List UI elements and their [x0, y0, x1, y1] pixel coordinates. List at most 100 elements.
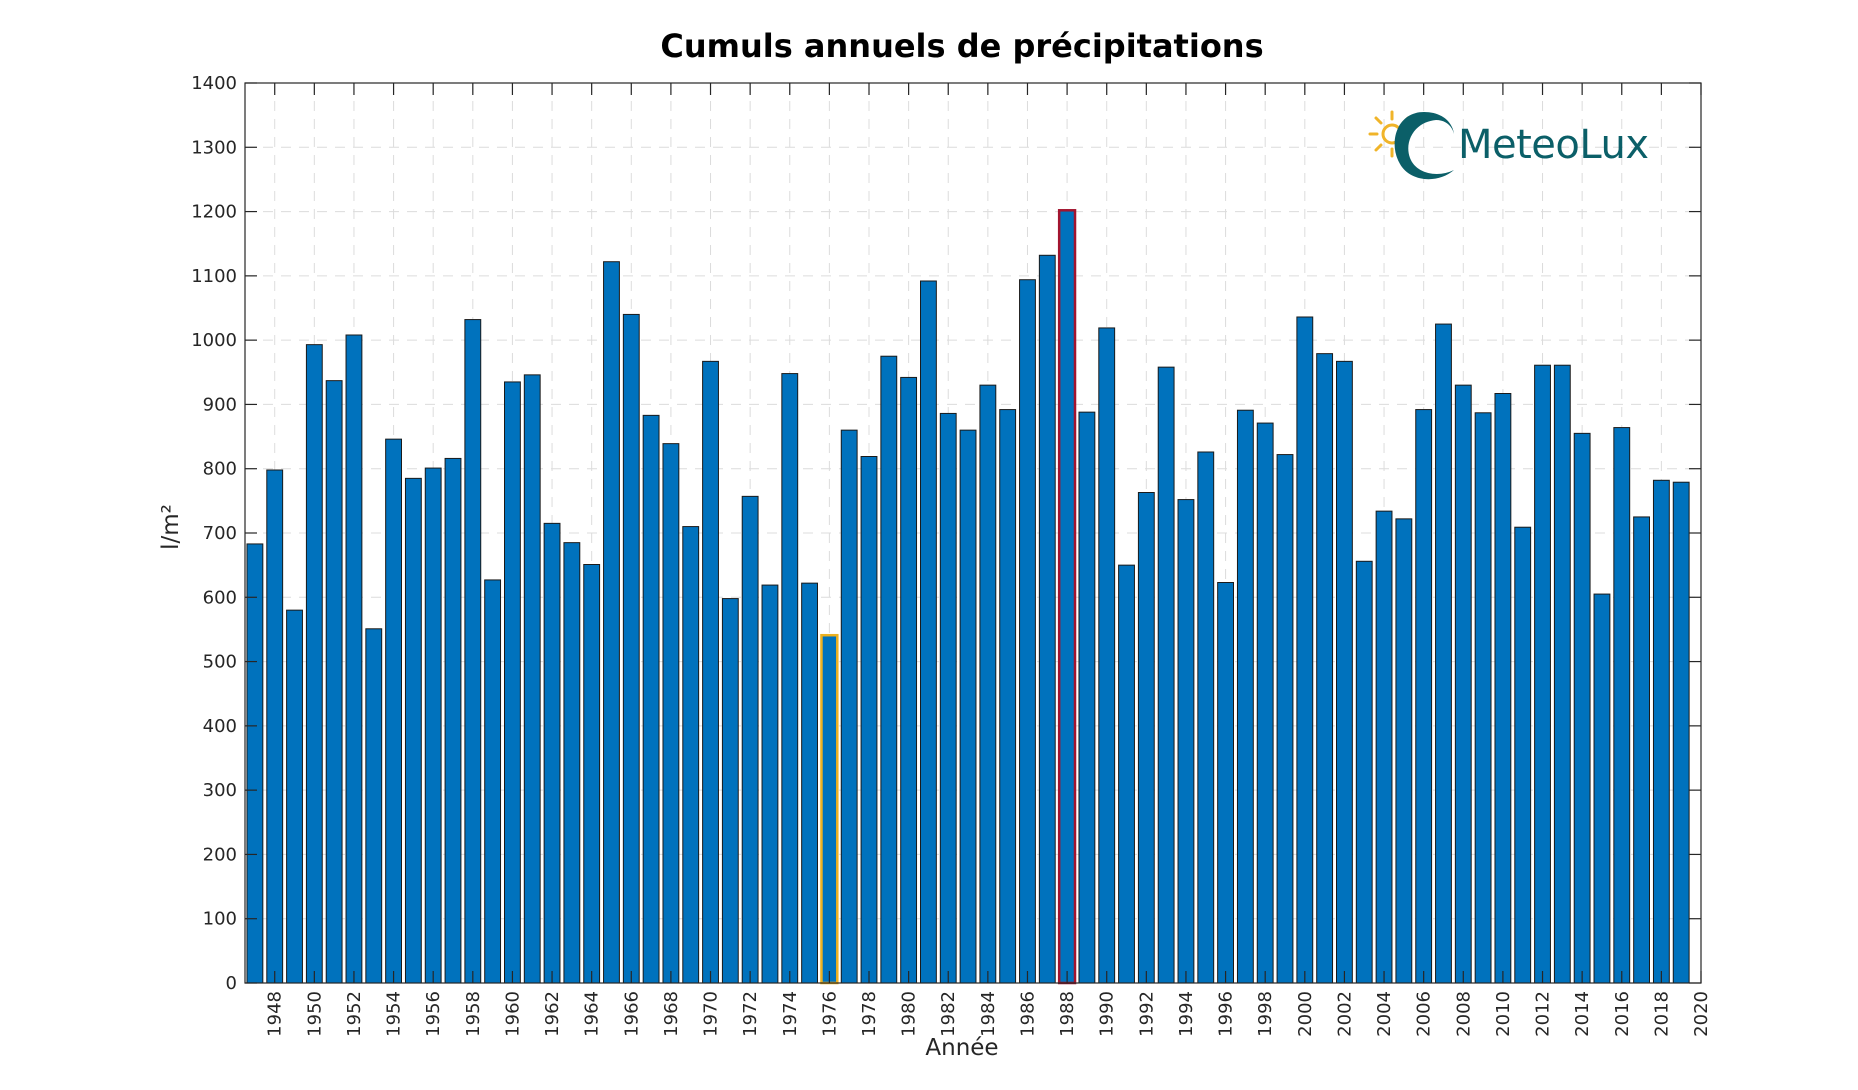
- bar-2004: [1375, 510, 1393, 984]
- chart-title: Cumuls annuels de précipitations: [660, 27, 1263, 65]
- bar-1967: [642, 414, 660, 984]
- x-axis-label: Année: [925, 1035, 998, 1061]
- logo-text: MeteoLux: [1458, 122, 1649, 168]
- x-tick-label: 1980: [899, 991, 920, 1037]
- bar-1980: [900, 376, 918, 984]
- sun-swirl-icon: [1368, 110, 1454, 180]
- bar-2015: [1593, 593, 1611, 984]
- bar-1968: [662, 443, 680, 984]
- y-tick-label: 300: [203, 780, 237, 801]
- x-tick-label: 2020: [1691, 991, 1712, 1037]
- bar-2003: [1355, 560, 1373, 984]
- x-tick-label: 1968: [661, 991, 682, 1037]
- x-tick-label: 2004: [1374, 991, 1395, 1037]
- y-tick-label: 200: [203, 844, 237, 865]
- bar-1986: [1019, 279, 1036, 984]
- y-tick-labels: 0 100 200 300 400 500 600 700 800 900 1000 1100 1200…: [191, 73, 237, 994]
- x-tick-label: 1970: [701, 991, 722, 1037]
- bar-1998: [1256, 422, 1274, 984]
- bar-1956: [424, 467, 442, 984]
- x-tick-label: 1952: [344, 991, 365, 1037]
- y-tick-label: 400: [203, 716, 237, 737]
- bar-1976: [820, 633, 839, 985]
- bar-1973: [761, 584, 779, 984]
- y-tick-label: 0: [226, 973, 237, 994]
- bar-1985: [999, 409, 1017, 984]
- bar-1971: [721, 598, 739, 984]
- x-tick-label: 1962: [542, 991, 563, 1037]
- x-tick-label: 2002: [1334, 991, 1355, 1037]
- y-tick-label: 800: [203, 459, 237, 480]
- y-tick-label: 100: [203, 909, 237, 930]
- bar-2005: [1395, 518, 1413, 984]
- bar-2013: [1553, 364, 1571, 984]
- bar-1957: [444, 457, 462, 984]
- x-tick-label: 2010: [1493, 991, 1514, 1037]
- meteolux-logo: MeteoLux: [1366, 104, 1656, 188]
- bar-1984: [979, 384, 997, 984]
- bar-1975: [801, 582, 818, 984]
- x-tick-label: 1954: [384, 991, 405, 1037]
- bar-1949: [286, 609, 303, 984]
- bar-2018: [1652, 479, 1670, 984]
- bar-1995: [1197, 451, 1215, 984]
- x-tick-label: 1966: [621, 991, 642, 1037]
- bar-2007: [1435, 323, 1452, 984]
- x-tick-label: 1990: [1097, 991, 1118, 1037]
- y-axis-label: l/m²: [158, 504, 184, 550]
- bar-1965: [603, 261, 620, 984]
- bar-1994: [1177, 499, 1195, 984]
- bar-1972: [741, 495, 759, 984]
- x-tick-label: 1996: [1216, 991, 1237, 1037]
- bar-1958: [464, 319, 482, 984]
- bar-1960: [504, 381, 521, 984]
- y-tick-label: 700: [203, 523, 237, 544]
- x-tick-label: 1956: [423, 991, 444, 1037]
- x-tick-label: 1976: [819, 991, 840, 1037]
- bar-1963: [563, 542, 581, 984]
- bar-1959: [484, 579, 502, 984]
- y-tick-label: 1100: [191, 266, 237, 287]
- bar-2010: [1494, 393, 1512, 984]
- bar-1962: [543, 522, 561, 984]
- bar-1991: [1118, 564, 1135, 984]
- x-tick-label: 2012: [1533, 991, 1554, 1037]
- bar-1953: [365, 628, 383, 984]
- bar-1978: [860, 456, 878, 984]
- bar-1977: [840, 429, 858, 984]
- bar-1992: [1137, 492, 1155, 984]
- x-tick-label: 1986: [1017, 991, 1038, 1037]
- x-tick-label: 1958: [463, 991, 484, 1037]
- bar-1997: [1236, 409, 1254, 984]
- bar-1982: [939, 412, 957, 984]
- bar-2016: [1613, 427, 1631, 984]
- bar-1951: [325, 380, 343, 984]
- bar-1999: [1276, 454, 1294, 984]
- bar-1979: [880, 355, 898, 984]
- bar-1954: [385, 438, 402, 984]
- bar-1964: [583, 564, 601, 984]
- x-tick-labels: 1948 1950 1952 1954 1956 1958 1960 1962 1964 1966…: [265, 991, 1712, 1037]
- bar-1990: [1098, 327, 1116, 984]
- bar-1948: [266, 469, 284, 984]
- x-tick-label: 2006: [1414, 991, 1435, 1037]
- bar-1969: [682, 526, 700, 984]
- bar-2000: [1296, 316, 1314, 984]
- x-tick-label: 1998: [1255, 991, 1276, 1037]
- bar-2001: [1316, 353, 1334, 984]
- bar-2006: [1415, 409, 1433, 984]
- bar-2009: [1474, 412, 1492, 984]
- y-tick-label: 600: [203, 587, 237, 608]
- y-tick-label: 1200: [191, 202, 237, 223]
- x-tick-label: 1974: [780, 991, 801, 1037]
- bar-1970: [702, 360, 719, 984]
- x-tick-label: 1982: [938, 991, 959, 1037]
- bar-1966: [622, 313, 640, 984]
- bar-1983: [959, 429, 977, 984]
- x-tick-label: 1994: [1176, 991, 1197, 1037]
- bar-1981: [920, 280, 937, 984]
- bar-2017: [1633, 516, 1650, 984]
- bar-2012: [1534, 364, 1551, 984]
- y-tick-label: 1400: [191, 73, 237, 94]
